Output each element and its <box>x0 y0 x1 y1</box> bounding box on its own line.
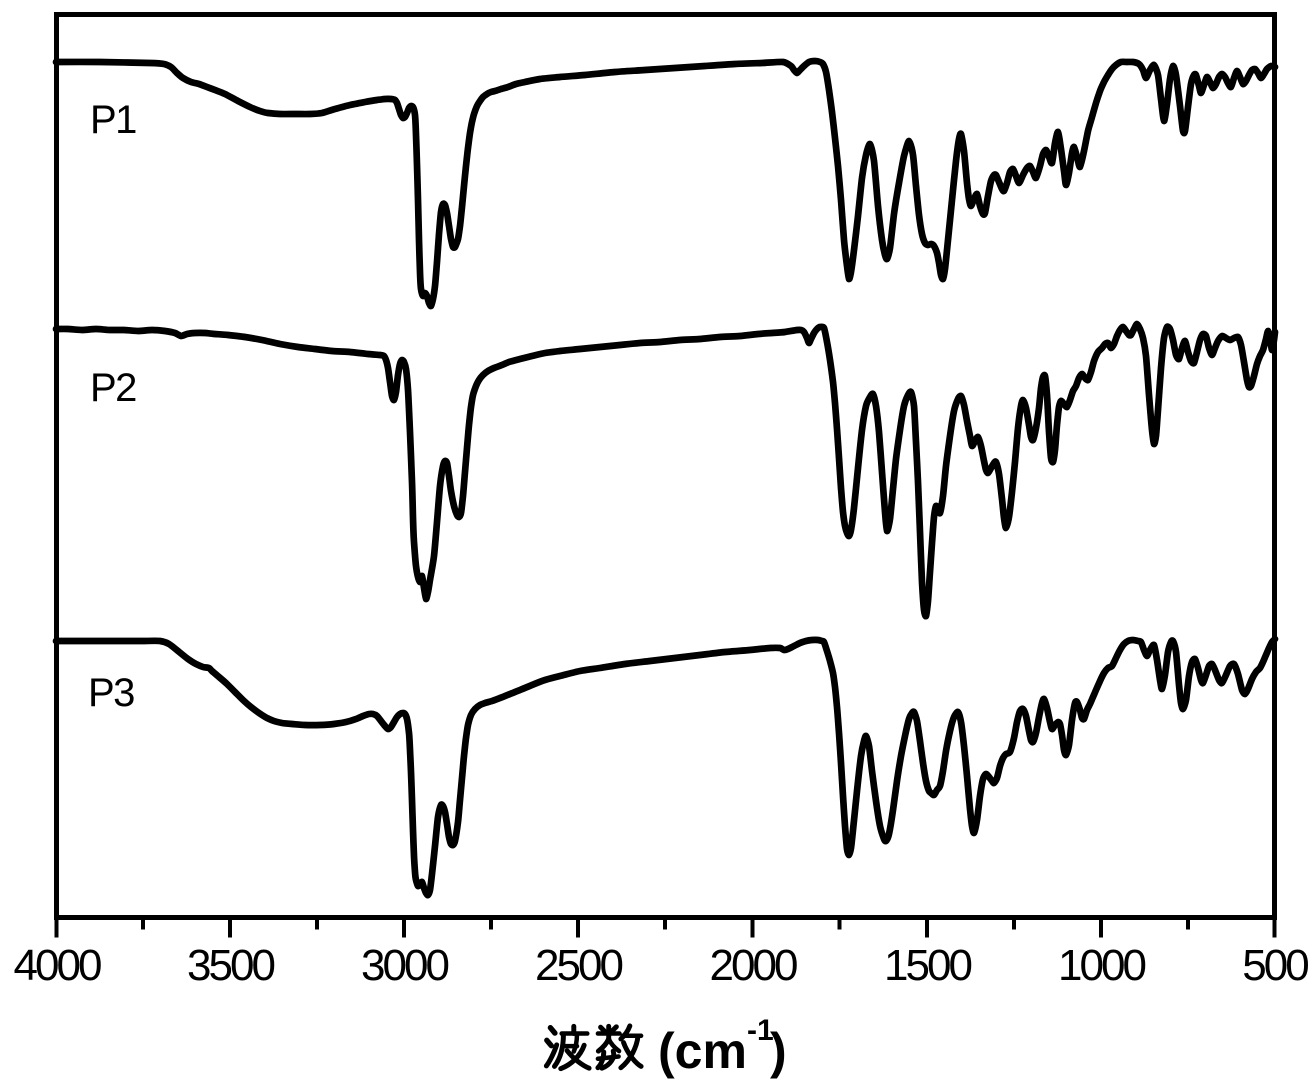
svg-text:2500: 2500 <box>535 941 622 990</box>
svg-text:1500: 1500 <box>884 941 971 990</box>
svg-text:1000: 1000 <box>1058 941 1145 990</box>
svg-text:P1: P1 <box>90 98 136 142</box>
svg-text:3000: 3000 <box>361 941 448 990</box>
svg-text:-1: -1 <box>747 1014 774 1047</box>
svg-text:(cm: (cm <box>658 1023 747 1079</box>
svg-text:2000: 2000 <box>710 941 797 990</box>
svg-text:P2: P2 <box>90 366 136 410</box>
svg-text:500: 500 <box>1242 941 1308 990</box>
svg-text:): ) <box>770 1023 787 1079</box>
svg-text:3500: 3500 <box>187 941 274 990</box>
svg-text:P3: P3 <box>88 671 134 715</box>
svg-text:4000: 4000 <box>14 941 101 990</box>
